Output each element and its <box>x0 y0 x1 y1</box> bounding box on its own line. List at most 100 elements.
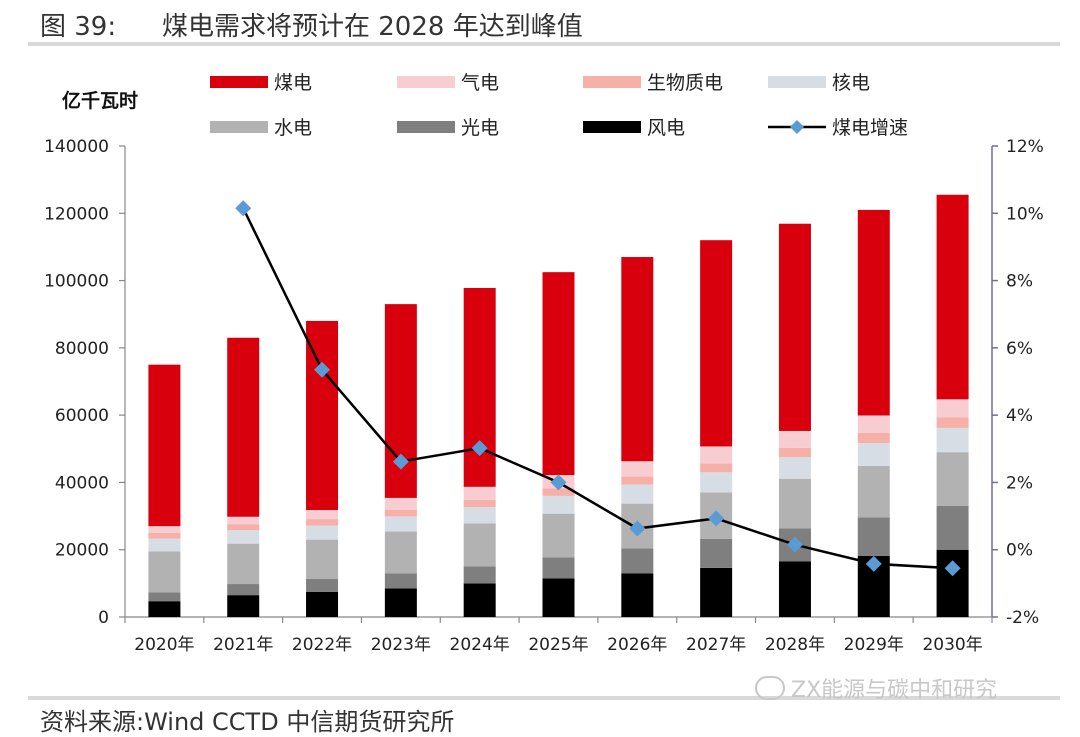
legend-label: 生物质电 <box>647 72 723 94</box>
bar-segment <box>621 461 654 477</box>
legend-swatch <box>397 121 455 133</box>
bar-segment <box>463 566 496 584</box>
y2-tick-label: 6% <box>1006 339 1033 359</box>
bar-segment <box>463 287 496 487</box>
bar-segment <box>463 506 496 524</box>
growth-point <box>629 520 646 537</box>
growth-line-path <box>242 207 953 570</box>
y2-tick-label: 10% <box>1006 204 1044 224</box>
x-tick-label: 2025年 <box>528 635 588 655</box>
bar-segment <box>857 443 890 466</box>
watermark-text: ZX能源与碳中和研究 <box>791 678 998 703</box>
y-tick-label: 20000 <box>55 541 109 561</box>
bar-segment <box>778 561 811 617</box>
bar-segment <box>306 578 339 592</box>
x-tick-label: 2022年 <box>292 635 352 655</box>
bar-segment <box>778 447 811 458</box>
legend-label: 煤电增速 <box>832 117 908 139</box>
bar-segment <box>384 573 417 589</box>
legend-label: 核电 <box>832 72 870 94</box>
legend-label: 风电 <box>647 117 685 139</box>
bar-segment <box>857 415 890 433</box>
bar-segment <box>936 452 969 506</box>
y-axis-label: 亿千瓦时 <box>62 89 138 112</box>
growth-point <box>550 474 567 491</box>
growth-point <box>708 510 725 527</box>
bar-segment <box>227 595 260 617</box>
legend-label: 光电 <box>461 117 499 139</box>
legend-label: 煤电 <box>274 72 312 94</box>
bar-segment <box>700 463 733 473</box>
y-tick-label: 140000 <box>44 137 109 157</box>
growth-point <box>786 536 803 553</box>
bar-segment <box>700 538 733 568</box>
chart-bars <box>148 194 969 617</box>
y-tick-label: 0 <box>98 608 109 628</box>
bar-segment <box>700 472 733 493</box>
bar-segment <box>857 209 890 416</box>
growth-point <box>235 200 252 217</box>
y-tick-label: 120000 <box>44 204 109 224</box>
bar-segment <box>778 223 811 431</box>
y-tick-label: 60000 <box>55 406 109 426</box>
bar-segment <box>384 516 417 532</box>
bar-segment <box>778 478 811 529</box>
bar-segment <box>936 505 969 550</box>
bar-segment <box>542 557 575 579</box>
bar-segment <box>936 194 969 400</box>
bar-segment <box>621 573 654 617</box>
legend-label: 气电 <box>461 72 499 94</box>
bar-segment <box>148 601 181 617</box>
legend-swatch <box>583 76 641 88</box>
bar-segment <box>700 567 733 617</box>
bar-segment <box>306 510 339 520</box>
y2-tick-label: 2% <box>1006 473 1033 493</box>
bar-segment <box>384 588 417 617</box>
legend-marker-swatch <box>790 120 804 134</box>
bar-segment <box>148 526 181 533</box>
bar-segment <box>384 509 417 517</box>
bar-segment <box>148 551 181 593</box>
legend-swatch <box>210 121 268 133</box>
y-tick-label: 80000 <box>55 339 109 359</box>
bar-segment <box>936 549 969 617</box>
bar-segment <box>227 337 260 517</box>
bottom-rule <box>28 696 1060 700</box>
bar-segment <box>463 499 496 507</box>
y2-tick-label: 8% <box>1006 272 1033 292</box>
bar-segment <box>463 486 496 500</box>
bar-segment <box>542 272 575 476</box>
y-tick-label: 40000 <box>55 473 109 493</box>
bar-segment <box>306 525 339 540</box>
bar-segment <box>778 457 811 479</box>
x-tick-label: 2029年 <box>844 635 904 655</box>
bar-segment <box>227 516 260 525</box>
legend-swatch <box>210 76 268 88</box>
bar-segment <box>227 524 260 531</box>
figure-number: 图 39: <box>40 12 117 42</box>
x-tick-label: 2026年 <box>607 635 667 655</box>
bar-segment <box>857 517 890 556</box>
legend-label: 水电 <box>274 117 312 139</box>
bar-segment <box>227 584 260 596</box>
bar-segment <box>148 538 181 552</box>
bar-segment <box>227 543 260 585</box>
x-tick-label: 2028年 <box>765 635 825 655</box>
bar-segment <box>306 539 339 579</box>
bar-segment <box>148 364 181 527</box>
bar-segment <box>463 523 496 567</box>
growth-point <box>944 560 961 577</box>
growth-point <box>392 453 409 470</box>
bar-segment <box>621 484 654 504</box>
bar-segment <box>621 257 654 462</box>
y2-tick-label: 4% <box>1006 406 1033 426</box>
bar-segment <box>700 240 733 447</box>
bar-segment <box>542 513 575 558</box>
watermark: ZX能源与碳中和研究 <box>755 672 997 704</box>
bar-segment <box>384 531 417 574</box>
bar-segment <box>463 583 496 617</box>
bar-segment <box>227 530 260 544</box>
bar-segment <box>148 532 181 539</box>
